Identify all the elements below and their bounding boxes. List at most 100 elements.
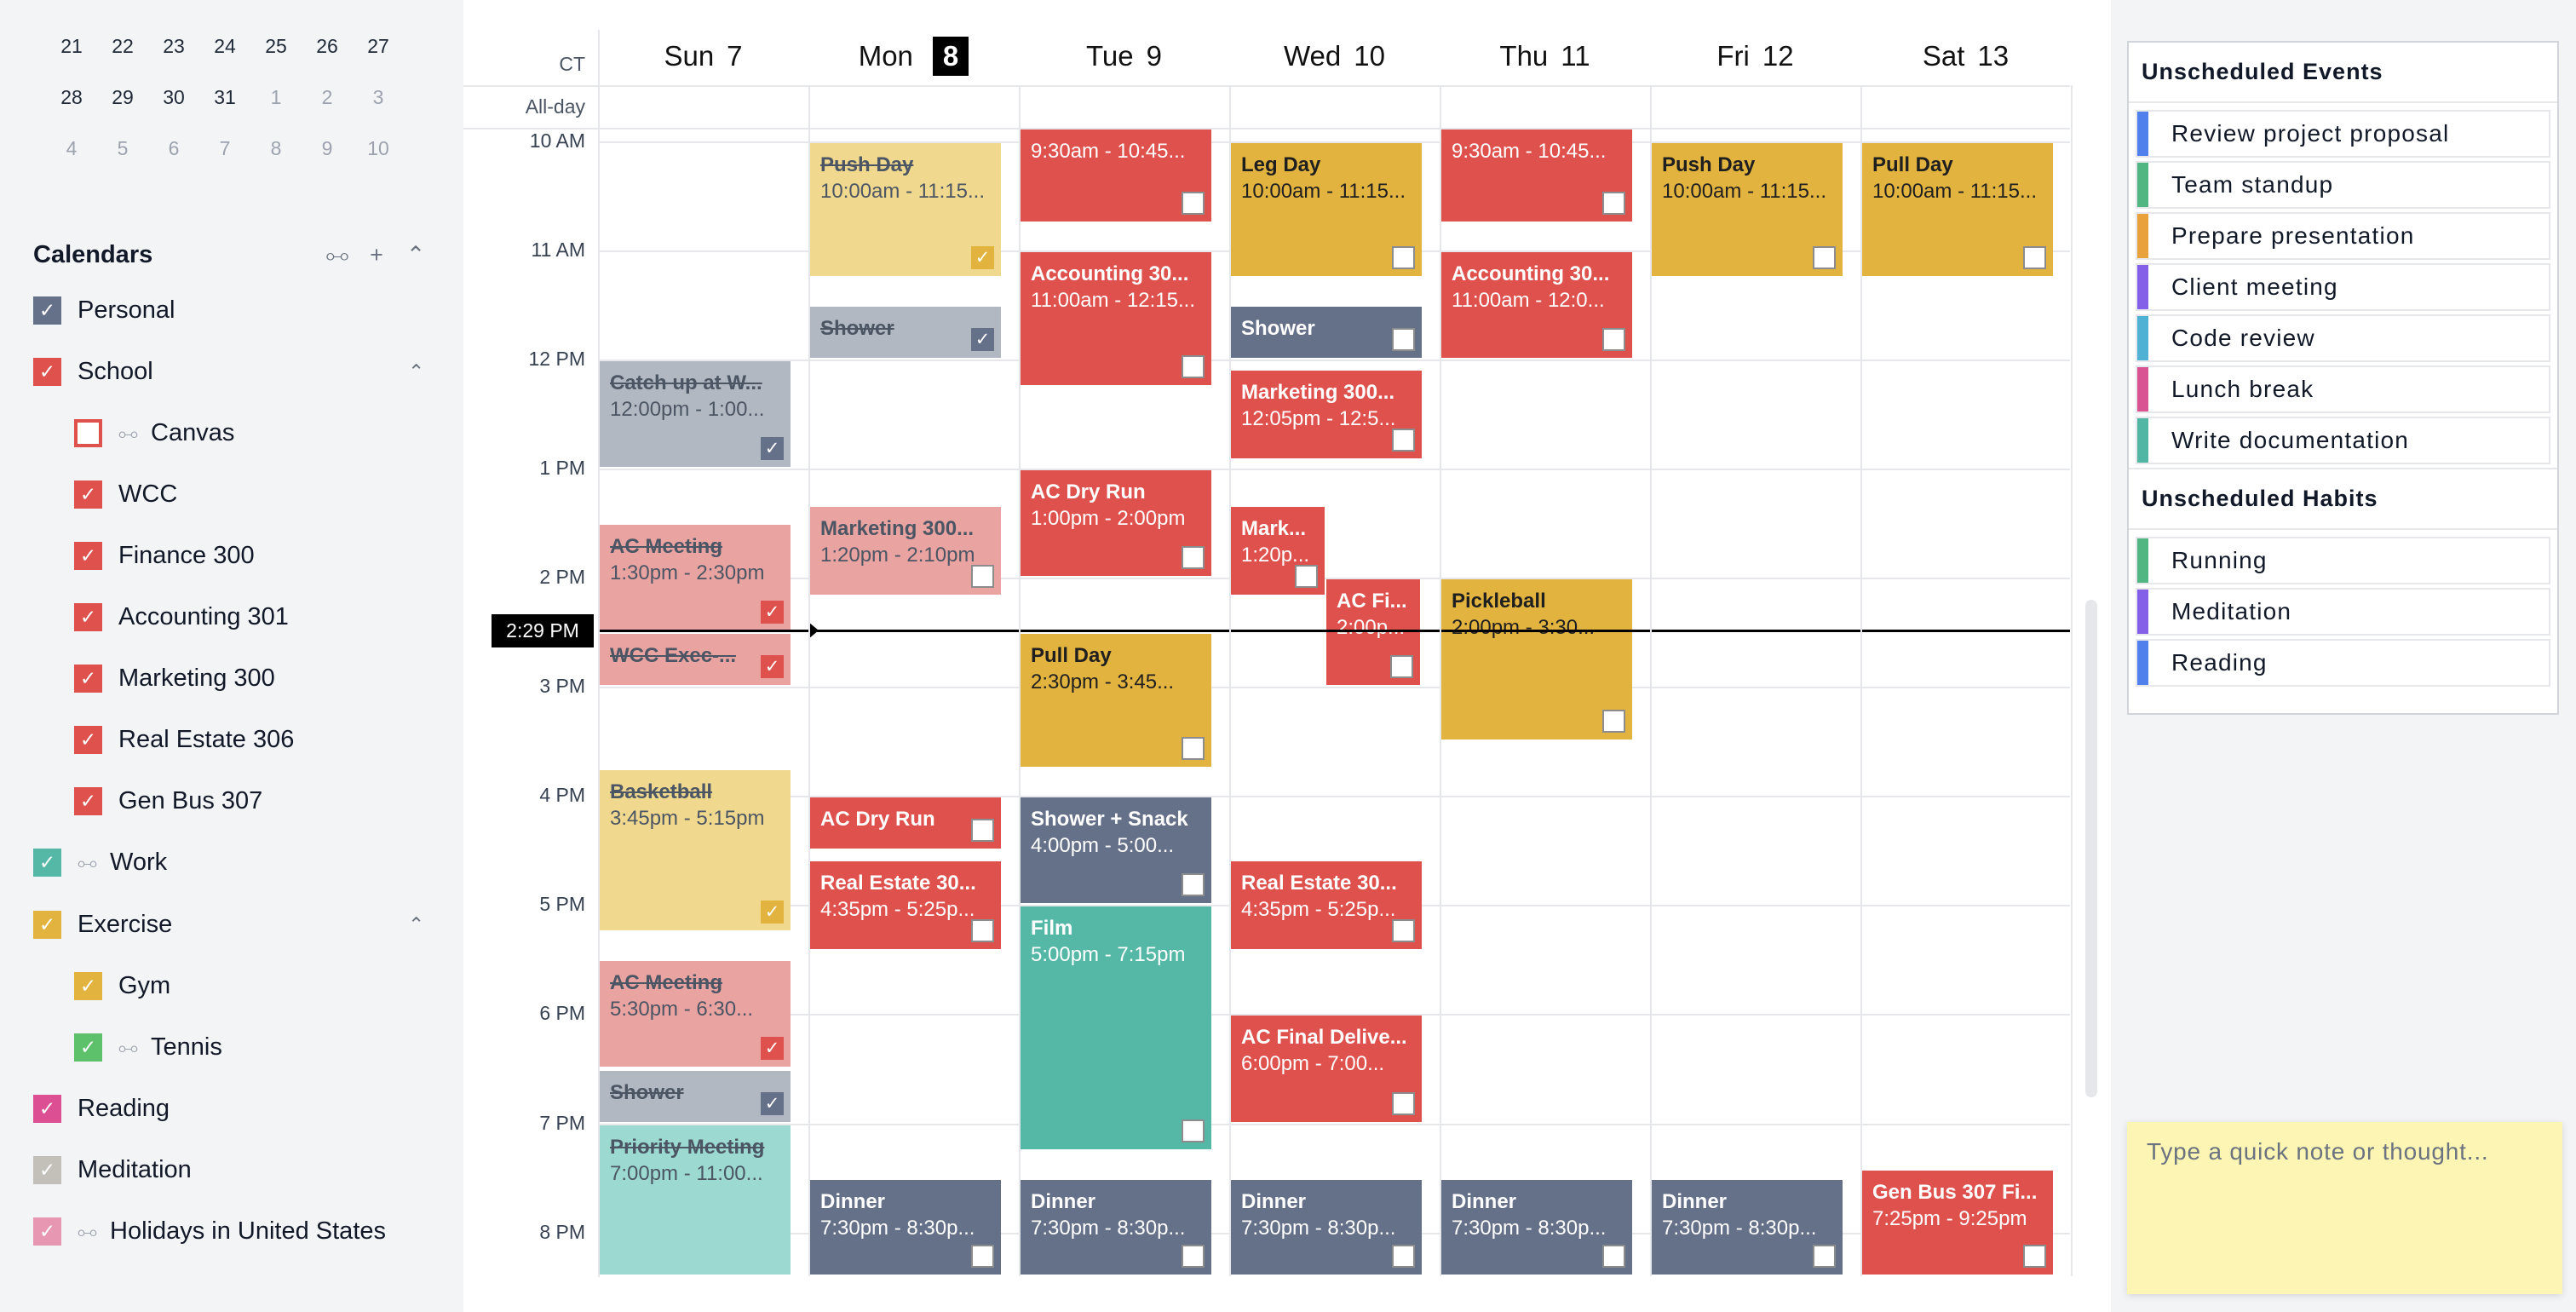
event-block[interactable]: Dinner 7:30pm - 8:30p... (1021, 1179, 1211, 1275)
mini-calendar-day[interactable]: 22 (112, 35, 134, 57)
event-complete-checkbox[interactable]: ✓ (761, 901, 784, 924)
checkbox[interactable]: ✓ (33, 1094, 61, 1123)
event-block[interactable]: 9:30am - 10:45... (1441, 129, 1632, 222)
checkbox[interactable]: ✓ (33, 849, 61, 878)
event-complete-checkbox[interactable]: ✓ (761, 601, 784, 624)
event-block[interactable]: Priority Meeting 7:00pm - 11:00... (600, 1125, 791, 1275)
calendar-item[interactable]: ✓ Accounting 301 (74, 600, 469, 636)
event-complete-checkbox[interactable] (1390, 655, 1413, 679)
event-complete-checkbox[interactable] (1602, 710, 1625, 734)
unscheduled-habits-list[interactable]: Running Meditation Reading (2129, 530, 2557, 690)
event-block[interactable]: Accounting 30... 11:00am - 12:0... (1441, 252, 1632, 359)
mini-calendar-day[interactable]: 7 (219, 137, 231, 159)
event-block[interactable]: Real Estate 30... 4:35pm - 5:25p... (1231, 861, 1422, 949)
chevron-up-icon[interactable]: ⌃ (408, 912, 425, 935)
event-block[interactable]: AC Dry Run 1:00pm - 2:00pm (1021, 470, 1211, 577)
event-block[interactable]: Mark... 1:20p... (1231, 506, 1325, 595)
event-block[interactable]: Pickleball 2:00pm - 3:30... (1441, 579, 1632, 740)
event-complete-checkbox[interactable] (1392, 918, 1415, 942)
mini-calendar-day[interactable]: 24 (214, 35, 236, 57)
event-block[interactable]: Dinner 7:30pm - 8:30p... (1441, 1179, 1632, 1275)
day-header[interactable]: Thu 11 (1440, 33, 1650, 79)
day-header[interactable]: Sun 7 (598, 33, 808, 79)
unscheduled-item[interactable]: Team standup (2136, 161, 2550, 209)
checkbox[interactable]: ✓ (33, 910, 61, 939)
event-complete-checkbox[interactable] (1602, 1244, 1625, 1268)
calendar-item[interactable]: ✓ Personal (33, 292, 428, 328)
event-block[interactable]: Pull Day 10:00am - 11:15... (1862, 143, 2053, 277)
event-complete-checkbox[interactable]: ✓ (761, 1037, 784, 1061)
event-complete-checkbox[interactable] (1182, 873, 1205, 897)
event-complete-checkbox[interactable] (1392, 1244, 1415, 1268)
event-block[interactable]: AC Final Delive... 6:00pm - 7:00... (1231, 1016, 1422, 1122)
calendar-item[interactable]: ✓ WCC (74, 476, 469, 512)
mini-calendar-day[interactable]: 5 (117, 137, 129, 159)
mini-calendar-day[interactable]: 28 (60, 86, 83, 108)
event-complete-checkbox[interactable] (2023, 246, 2046, 270)
calendar-item[interactable]: ✓ Marketing 300 (74, 661, 469, 697)
unscheduled-item[interactable]: Prepare presentation (2136, 212, 2550, 260)
checkbox[interactable]: ✓ (74, 480, 102, 509)
checkbox[interactable]: ✓ (74, 1033, 102, 1062)
event-complete-checkbox[interactable] (1602, 192, 1625, 216)
unscheduled-item[interactable]: Client meeting (2136, 263, 2550, 311)
day-header[interactable]: Mon 8 (808, 33, 1019, 79)
checkbox[interactable]: ✓ (74, 726, 102, 755)
chevron-up-icon[interactable]: ⌃ (405, 242, 426, 268)
day-header[interactable]: Wed 10 (1229, 33, 1440, 79)
checkbox[interactable]: ✓ (33, 1217, 61, 1246)
event-complete-checkbox[interactable] (1182, 192, 1205, 216)
unscheduled-events-list[interactable]: Review project proposal Team standup Prepa… (2129, 103, 2557, 468)
event-complete-checkbox[interactable] (971, 564, 994, 588)
day-header[interactable]: Sat 13 (1860, 33, 2071, 79)
mini-calendar-day[interactable]: 6 (168, 137, 180, 159)
mini-calendar-day[interactable]: 3 (372, 86, 384, 108)
event-complete-checkbox[interactable] (1295, 564, 1318, 588)
unscheduled-item[interactable]: Code review (2136, 314, 2550, 362)
calendar-item[interactable]: ✓ Gym (74, 968, 469, 1004)
mini-calendar-day[interactable]: 26 (316, 35, 338, 57)
event-complete-checkbox[interactable] (1392, 328, 1415, 352)
unscheduled-item[interactable]: Write documentation (2136, 417, 2550, 464)
event-block[interactable]: WCC Exec-... ✓ (600, 634, 791, 686)
scrollbar[interactable] (2085, 600, 2097, 1097)
plus-icon[interactable]: + (370, 242, 383, 268)
event-block[interactable]: Dinner 7:30pm - 8:30p... (1231, 1179, 1422, 1275)
event-complete-checkbox[interactable] (1182, 546, 1205, 570)
event-complete-checkbox[interactable] (1813, 246, 1836, 270)
checkbox[interactable]: ✓ (33, 1155, 61, 1184)
calendar-item[interactable]: ✓ School ⌃ (33, 354, 428, 389)
mini-calendar-day[interactable]: 2 (321, 86, 333, 108)
event-complete-checkbox[interactable] (2023, 1244, 2046, 1268)
event-block[interactable]: Catch up at W... 12:00pm - 1:00... ✓ (600, 361, 791, 468)
event-block[interactable]: AC Fi... 2:00p... (1326, 579, 1420, 686)
checkbox[interactable]: ✓ (74, 665, 102, 693)
mini-calendar-day[interactable]: 30 (163, 86, 185, 108)
event-block[interactable]: Push Day 10:00am - 11:15... ✓ (810, 143, 1001, 277)
calendar-item[interactable]: ✓ Gen Bus 307 (74, 784, 469, 820)
event-block[interactable]: Real Estate 30... 4:35pm - 5:25p... (810, 861, 1001, 949)
event-block[interactable]: Push Day 10:00am - 11:15... (1652, 143, 1843, 277)
calendar-item[interactable]: ✓ Finance 300 (74, 538, 469, 573)
unscheduled-item[interactable]: Review project proposal (2136, 110, 2550, 158)
calendar-item[interactable]: ✓ Exercise ⌃ (33, 906, 428, 942)
checkbox[interactable]: ✓ (74, 603, 102, 631)
mini-calendar-day[interactable]: 23 (163, 35, 185, 57)
event-complete-checkbox[interactable]: ✓ (971, 328, 994, 352)
day-header[interactable]: Tue 9 (1019, 33, 1229, 79)
mini-calendar-day[interactable]: 9 (321, 137, 333, 159)
event-complete-checkbox[interactable]: ✓ (761, 655, 784, 679)
link-icon[interactable]: ⧟ (325, 241, 349, 268)
calendar-item[interactable]: ✓ ⧟ Tennis (74, 1029, 469, 1065)
checkbox[interactable]: ✓ (33, 357, 61, 386)
calendar-item[interactable]: ⧟ Canvas (74, 415, 469, 451)
unscheduled-item[interactable]: Reading (2136, 639, 2550, 687)
event-complete-checkbox[interactable] (971, 1244, 994, 1268)
checkbox[interactable]: ✓ (74, 971, 102, 1000)
event-complete-checkbox[interactable] (1392, 246, 1415, 270)
event-block[interactable]: 9:30am - 10:45... (1021, 129, 1211, 222)
unscheduled-item[interactable]: Lunch break (2136, 365, 2550, 413)
mini-calendar-day[interactable]: 27 (367, 35, 389, 57)
calendar-item[interactable]: ✓ Meditation (33, 1152, 428, 1188)
event-block[interactable]: Film 5:00pm - 7:15pm (1021, 906, 1211, 1149)
